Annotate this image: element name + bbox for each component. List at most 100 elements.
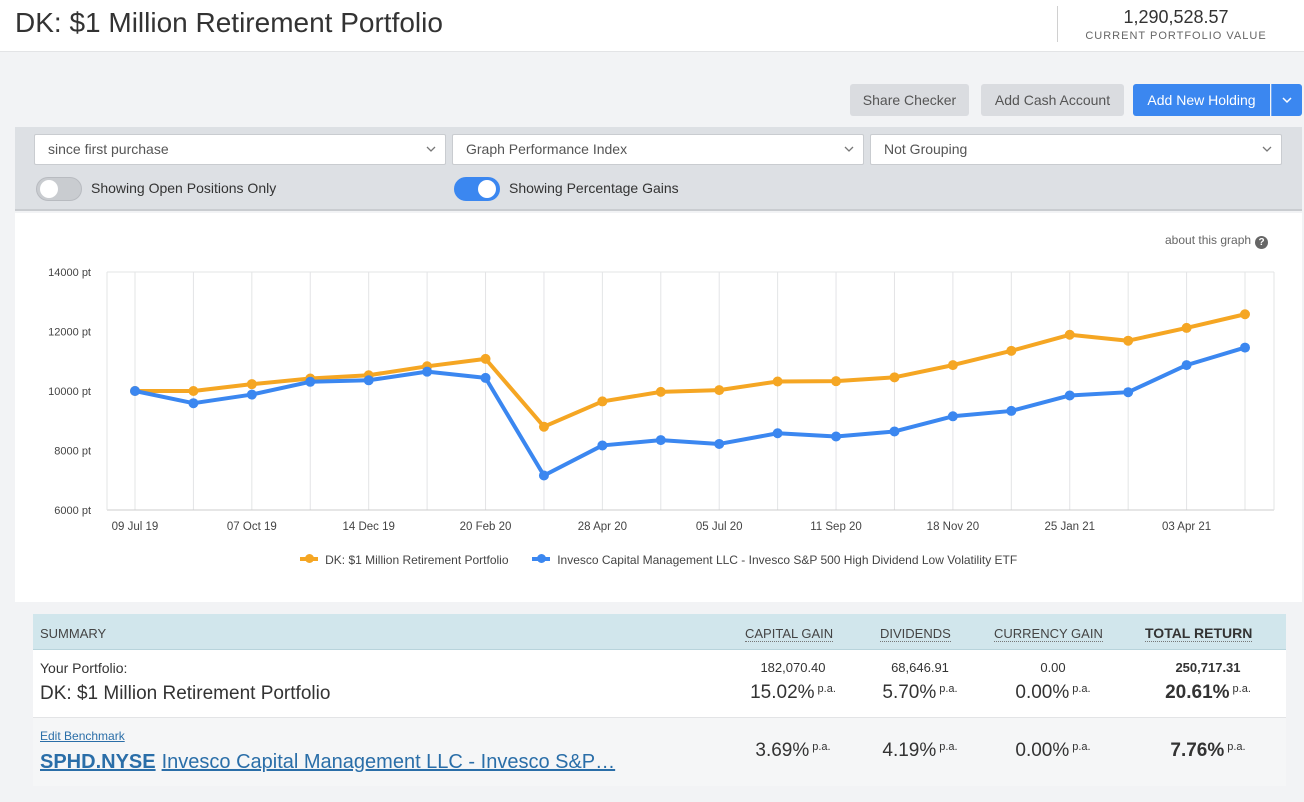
benchmark-total-return-pct-value: 7.76% [1170,740,1225,761]
capital-gain-header-label: CAPITAL GAIN [745,626,834,642]
benchmark-capital-gain-pct: 3.69% p.a. [733,740,853,762]
series-line-portfolio [133,312,1247,429]
data-point-benchmark [831,431,842,442]
question-icon: ? [1255,236,1269,249]
pa-label: p.a. [1232,683,1251,695]
benchmark-ticker-link[interactable]: SPHD.NYSE [40,751,156,773]
summary-header: SUMMARY [40,626,107,641]
benchmark-line: SPHD.NYSE Invesco Capital Management LLC … [40,751,615,774]
capital-gain-amount: 182,070.40 [760,660,826,675]
data-point-benchmark [305,376,316,387]
y-tick-label: 10000 pt [48,386,91,398]
add-cash-account-button[interactable]: Add Cash Account [981,84,1124,116]
chevron-down-icon [425,135,437,174]
data-point-benchmark [1181,360,1192,371]
performance-chart: 14000 pt 12000 pt 10000 pt 8000 pt 6000 pt 09… [48,267,1275,533]
data-point-portfolio [1064,329,1075,340]
total-return-pct: 20.61% p.a. [1138,682,1278,704]
graph-type-select[interactable]: Graph Performance Index [452,134,864,165]
legend-item-benchmark[interactable]: Invesco Capital Management LLC - Invesco… [531,553,1018,567]
edit-benchmark-link[interactable]: Edit Benchmark [40,729,125,743]
capital-gain-pct-value: 15.02% [750,682,815,703]
y-tick-label: 6000 pt [54,505,91,517]
open-positions-label: Showing Open Positions Only [91,180,277,196]
x-tick-label: 07 Oct 19 [227,521,277,533]
benchmark-dividends-pct-value: 4.19% [882,740,937,761]
data-point-portfolio [246,379,257,390]
add-new-holding-button[interactable]: Add New Holding [1133,84,1270,116]
data-point-benchmark [1123,387,1134,398]
total-return-header[interactable]: TOTAL RETURN [1145,625,1253,642]
about-graph-link[interactable]: about this graph? [1165,233,1269,249]
data-point-benchmark [889,426,900,437]
data-point-portfolio [1123,335,1134,346]
dividends-amount: 68,646.91 [891,660,949,675]
data-point-portfolio [1006,345,1017,356]
chevron-down-icon [843,135,855,174]
capital-gain-pct: 15.02% p.a. [733,682,853,704]
data-point-portfolio [772,376,783,387]
data-point-benchmark [655,435,666,446]
data-point-portfolio [480,353,491,364]
data-point-portfolio [947,360,958,371]
pa-label: p.a. [939,683,958,695]
open-positions-toggle[interactable] [36,177,82,201]
page-header: DK: $1 Million Retirement Portfolio 1,29… [0,0,1304,52]
benchmark-name-link[interactable]: Invesco Capital Management LLC - Invesco… [161,751,616,773]
grouping-select[interactable]: Not Grouping [870,134,1282,165]
capital-gain-header[interactable]: CAPITAL GAIN [745,626,834,642]
chart-panel: about this graph? 14000 pt 12000 pt 10000 … [15,213,1302,602]
total-return-pct-value: 20.61% [1165,682,1230,703]
toggle-knob [478,180,496,198]
chevron-down-icon [1282,97,1292,104]
legend-label-benchmark: Invesco Capital Management LLC - Invesco… [557,553,1018,567]
benchmark-currency-gain-pct-value: 0.00% [1015,740,1070,761]
data-point-benchmark [246,389,257,400]
x-tick-label: 03 Apr 21 [1162,521,1211,533]
data-point-portfolio [538,421,549,432]
currency-gain-header[interactable]: CURRENCY GAIN [994,626,1103,642]
pa-label: p.a. [1072,683,1091,695]
legend-label-portfolio: DK: $1 Million Retirement Portfolio [325,553,509,567]
portfolio-value: 1,290,528.57 [1123,7,1229,27]
x-tick-label: 18 Nov 20 [927,521,979,533]
total-return-amount: 250,717.31 [1175,660,1241,675]
data-point-benchmark [538,470,549,481]
pa-label: p.a. [817,683,836,695]
summary-header-row: SUMMARY CAPITAL GAIN DIVIDENDS CURRENCY … [33,614,1286,650]
data-point-benchmark [363,375,374,386]
data-point-benchmark [772,428,783,439]
your-portfolio-label: Your Portfolio: [40,660,128,676]
dividends-header-label: DIVIDENDS [880,626,951,642]
percentage-gains-label: Showing Percentage Gains [509,180,679,196]
data-point-benchmark [1064,390,1075,401]
grouping-select-value: Not Grouping [884,141,968,157]
chevron-down-icon [1261,135,1273,174]
data-point-portfolio [1181,322,1192,333]
period-select[interactable]: since first purchase [34,134,446,165]
data-point-portfolio [831,376,842,387]
graph-type-select-value: Graph Performance Index [466,141,628,157]
data-point-benchmark [1240,342,1250,353]
legend-item-portfolio[interactable]: DK: $1 Million Retirement Portfolio [299,553,509,567]
legend-swatch-benchmark [531,554,550,563]
dividends-header[interactable]: DIVIDENDS [880,626,951,642]
y-tick-label: 14000 pt [48,267,91,279]
series-line-benchmark [133,345,1247,478]
total-return-header-label: TOTAL RETURN [1145,625,1253,642]
data-point-benchmark [422,366,433,377]
pa-label: p.a. [1072,741,1091,753]
page-title: DK: $1 Million Retirement Portfolio [15,7,443,38]
summary-table: SUMMARY CAPITAL GAIN DIVIDENDS CURRENCY … [33,614,1286,786]
dividends-pct-value: 5.70% [882,682,937,703]
pa-label: p.a. [939,741,958,753]
add-holding-dropdown-button[interactable] [1271,84,1302,116]
data-point-benchmark [947,411,958,422]
x-tick-label: 14 Dec 19 [342,521,394,533]
data-point-portfolio [188,386,199,396]
benchmark-total-return-pct: 7.76% p.a. [1138,740,1278,762]
pa-label: p.a. [812,741,831,753]
percentage-gains-toggle[interactable] [454,177,500,201]
benchmark-capital-gain-pct-value: 3.69% [755,740,810,761]
share-checker-button[interactable]: Share Checker [850,84,969,116]
